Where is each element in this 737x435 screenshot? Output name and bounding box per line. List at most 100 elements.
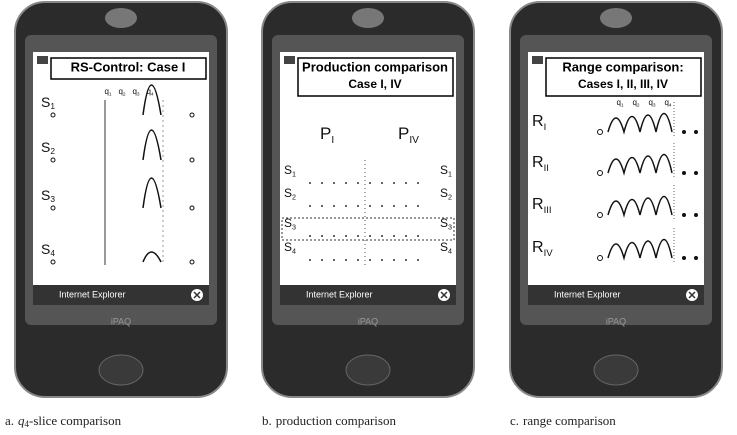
start-icon	[37, 56, 48, 64]
label-sub: 2	[123, 92, 126, 98]
figure: RS-Control: Case IInternet ExploreriPAQq…	[0, 0, 737, 435]
point	[694, 213, 698, 217]
point	[321, 235, 323, 237]
label-sub: 3	[50, 194, 55, 204]
point	[321, 259, 323, 261]
start-icon	[284, 56, 295, 64]
point	[381, 259, 383, 261]
point	[333, 259, 335, 261]
point	[694, 256, 698, 260]
brand: iPAQ	[606, 316, 626, 326]
screen-title: Production comparison	[302, 59, 448, 74]
caption-label: c.	[510, 413, 519, 428]
point	[405, 182, 407, 184]
point	[417, 259, 419, 261]
label-sub: 3	[448, 223, 452, 232]
label-base: P	[398, 124, 409, 143]
caption-label: a.	[5, 413, 14, 428]
label-base: S	[440, 186, 448, 200]
label-base: S	[284, 240, 292, 254]
label-sub: 4	[151, 92, 154, 98]
screen-title: RS-Control: Case I	[71, 59, 186, 74]
label-sub: 1	[621, 103, 624, 109]
brand: iPAQ	[111, 316, 131, 326]
pda-logo	[600, 8, 632, 28]
label-sub: 1	[448, 170, 452, 179]
label-base: R	[532, 239, 544, 256]
label-base: S	[440, 240, 448, 254]
point	[321, 205, 323, 207]
caption: b.production comparison	[262, 413, 396, 428]
point	[357, 182, 359, 184]
point	[381, 235, 383, 237]
label-sub: 1	[292, 170, 296, 179]
label-sub: III	[544, 204, 552, 215]
point	[345, 259, 347, 261]
brand: iPAQ	[358, 316, 378, 326]
point	[333, 205, 335, 207]
taskbar-label: Internet Explorer	[554, 289, 621, 299]
taskbar-label: Internet Explorer	[59, 289, 126, 299]
caption-text: -slice comparison	[29, 413, 122, 428]
screen-title: Case I, IV	[348, 77, 401, 91]
label-base: S	[41, 187, 50, 203]
point	[333, 182, 335, 184]
caption: a.q4-slice comparison	[5, 413, 122, 429]
point	[357, 259, 359, 261]
label-sub: 2	[50, 146, 55, 156]
label-sub: 4	[448, 247, 452, 256]
taskbar-label: Internet Explorer	[306, 289, 373, 299]
point	[682, 256, 686, 260]
point	[369, 259, 371, 261]
screen-title: Range comparison:	[562, 59, 683, 74]
label-sub: 4	[50, 248, 55, 258]
label-sub: IV	[544, 247, 554, 258]
point	[357, 205, 359, 207]
point	[321, 182, 323, 184]
nav-button	[594, 355, 638, 385]
point	[345, 205, 347, 207]
label-sub: 2	[448, 193, 452, 202]
point	[345, 182, 347, 184]
point	[417, 205, 419, 207]
point	[682, 171, 686, 175]
point	[393, 235, 395, 237]
point	[417, 235, 419, 237]
point	[309, 235, 311, 237]
caption-text: production comparison	[276, 413, 397, 428]
point	[393, 259, 395, 261]
point	[309, 205, 311, 207]
point	[357, 235, 359, 237]
point	[682, 213, 686, 217]
label-sub: 1	[109, 92, 112, 98]
point	[381, 205, 383, 207]
label-sub: 3	[137, 92, 140, 98]
label-base: S	[440, 163, 448, 177]
point	[417, 182, 419, 184]
pda-logo	[352, 8, 384, 28]
caption: c. range comparison	[510, 413, 616, 428]
label-sub: IV	[409, 135, 419, 146]
screen-title: Cases I, II, III, IV	[578, 77, 668, 91]
label-base: S	[41, 139, 50, 155]
point	[694, 130, 698, 134]
caption-text: range comparison	[523, 413, 616, 428]
label-sub: I	[331, 135, 334, 146]
point	[393, 205, 395, 207]
pda: Range comparison: Cases I, II, III, IV Int…	[510, 2, 722, 397]
label-sub: I	[544, 121, 547, 132]
pda: Production comparison Case I, IV Internet …	[262, 2, 474, 397]
label-base: R	[532, 154, 544, 171]
point	[345, 235, 347, 237]
point	[682, 130, 686, 134]
label-sub: 2	[637, 103, 640, 109]
label-sub: 1	[50, 101, 55, 111]
label-base: S	[41, 241, 50, 257]
label-sub: 3	[292, 223, 296, 232]
label-base: R	[532, 113, 544, 130]
point	[369, 235, 371, 237]
pda-logo	[105, 8, 137, 28]
label-base: S	[284, 163, 292, 177]
label-sub: 4	[292, 247, 296, 256]
